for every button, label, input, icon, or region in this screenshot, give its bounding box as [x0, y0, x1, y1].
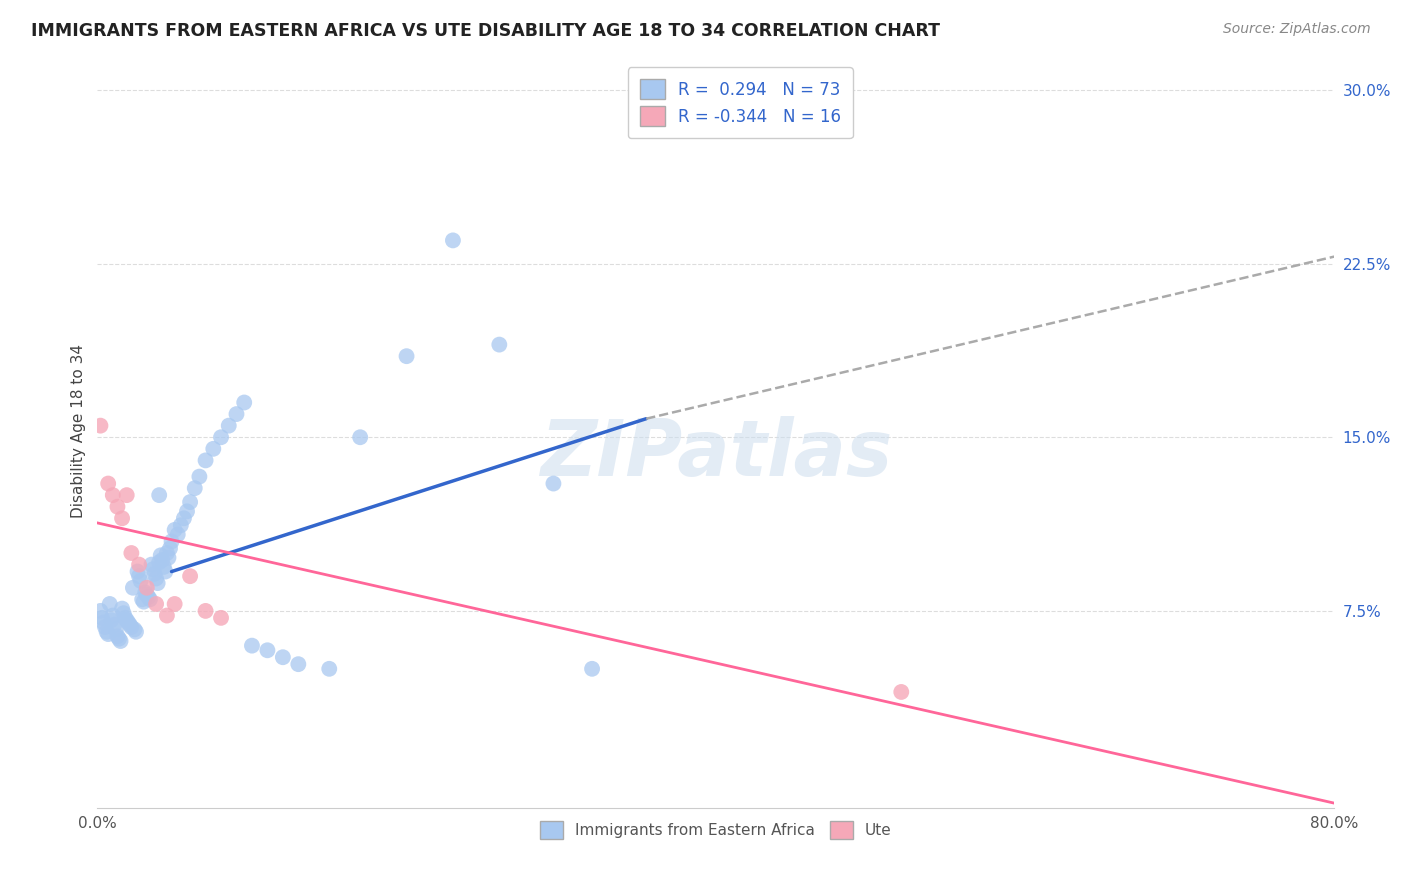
- Point: [148, 555, 170, 569]
- Point: [138, 590, 160, 604]
- Point: [145, 572, 167, 586]
- Point: [103, 617, 125, 632]
- Point: [94, 620, 117, 634]
- Text: IMMIGRANTS FROM EASTERN AFRICA VS UTE DISABILITY AGE 18 TO 34 CORRELATION CHART: IMMIGRANTS FROM EASTERN AFRICA VS UTE DI…: [31, 22, 941, 40]
- Point: [120, 546, 142, 560]
- Point: [97, 476, 120, 491]
- Point: [188, 469, 211, 483]
- Text: Source: ZipAtlas.com: Source: ZipAtlas.com: [1223, 22, 1371, 37]
- Point: [488, 337, 510, 351]
- Point: [159, 541, 181, 556]
- Point: [170, 518, 193, 533]
- Point: [287, 657, 309, 672]
- Point: [117, 615, 139, 630]
- Point: [114, 611, 136, 625]
- Point: [176, 504, 198, 518]
- Point: [101, 608, 124, 623]
- Point: [115, 488, 138, 502]
- Point: [156, 608, 179, 623]
- Point: [179, 569, 201, 583]
- Point: [218, 418, 240, 433]
- Point: [194, 604, 217, 618]
- Point: [135, 588, 157, 602]
- Point: [91, 611, 114, 625]
- Point: [132, 594, 155, 608]
- Point: [145, 597, 167, 611]
- Point: [156, 546, 179, 560]
- Point: [155, 565, 177, 579]
- Point: [89, 604, 111, 618]
- Point: [101, 488, 124, 502]
- Point: [139, 592, 162, 607]
- Point: [209, 430, 232, 444]
- Point: [160, 534, 183, 549]
- Point: [128, 569, 150, 583]
- Point: [142, 562, 165, 576]
- Point: [96, 624, 118, 639]
- Point: [179, 495, 201, 509]
- Point: [120, 620, 142, 634]
- Point: [256, 643, 278, 657]
- Point: [124, 623, 146, 637]
- Legend: Immigrants from Eastern Africa, Ute: Immigrants from Eastern Africa, Ute: [533, 814, 898, 846]
- Point: [184, 481, 207, 495]
- Point: [581, 662, 603, 676]
- Point: [349, 430, 371, 444]
- Point: [131, 592, 153, 607]
- Point: [240, 639, 263, 653]
- Point: [112, 606, 135, 620]
- Point: [441, 234, 464, 248]
- Point: [209, 611, 232, 625]
- Point: [89, 418, 111, 433]
- Point: [98, 597, 121, 611]
- Point: [543, 476, 565, 491]
- Point: [157, 550, 180, 565]
- Point: [225, 407, 247, 421]
- Text: ZIPatlas: ZIPatlas: [540, 416, 891, 492]
- Point: [166, 527, 188, 541]
- Point: [127, 565, 149, 579]
- Y-axis label: Disability Age 18 to 34: Disability Age 18 to 34: [72, 344, 86, 518]
- Point: [111, 511, 134, 525]
- Point: [163, 523, 186, 537]
- Point: [153, 560, 176, 574]
- Point: [149, 549, 172, 563]
- Point: [135, 581, 157, 595]
- Point: [890, 685, 912, 699]
- Point: [128, 558, 150, 572]
- Point: [148, 488, 170, 502]
- Point: [233, 395, 256, 409]
- Point: [163, 597, 186, 611]
- Point: [202, 442, 225, 456]
- Point: [141, 558, 163, 572]
- Point: [173, 511, 195, 525]
- Point: [129, 574, 152, 588]
- Point: [395, 349, 418, 363]
- Point: [122, 581, 145, 595]
- Point: [134, 585, 156, 599]
- Point: [108, 632, 131, 646]
- Point: [118, 617, 141, 632]
- Point: [93, 615, 115, 630]
- Point: [318, 662, 340, 676]
- Point: [110, 634, 132, 648]
- Point: [104, 623, 127, 637]
- Point: [150, 553, 173, 567]
- Point: [271, 650, 294, 665]
- Point: [125, 624, 148, 639]
- Point: [100, 613, 122, 627]
- Point: [143, 566, 166, 581]
- Point: [107, 500, 129, 514]
- Point: [194, 453, 217, 467]
- Point: [111, 601, 134, 615]
- Point: [146, 576, 169, 591]
- Point: [115, 613, 138, 627]
- Point: [107, 629, 129, 643]
- Point: [97, 627, 120, 641]
